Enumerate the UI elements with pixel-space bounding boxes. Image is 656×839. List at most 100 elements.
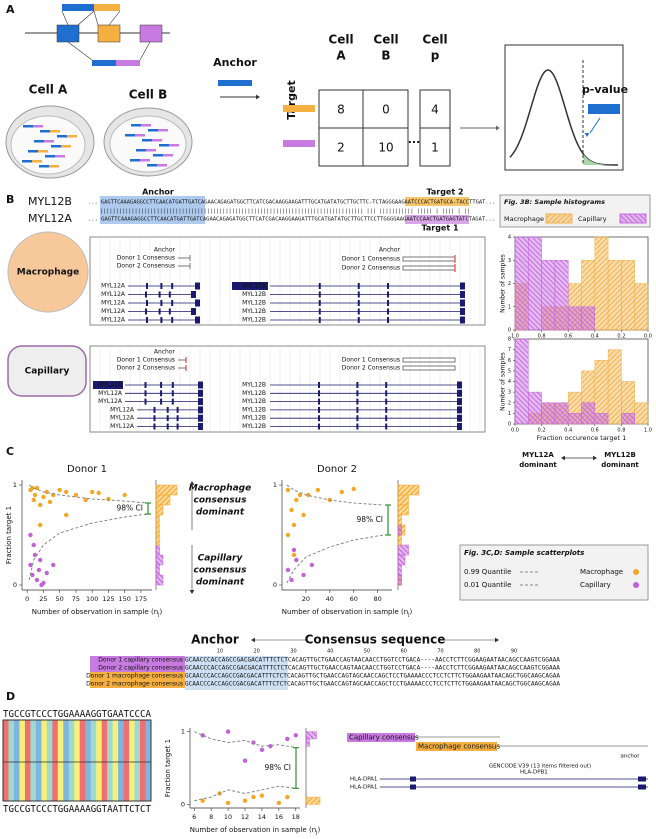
exon xyxy=(160,317,163,323)
column-header: Cell xyxy=(422,33,447,47)
cell-label: Cell A xyxy=(29,83,68,97)
consensus-label: Macrophage consensus xyxy=(418,743,500,751)
position-tick: 30 xyxy=(290,649,296,655)
exon xyxy=(318,390,320,397)
base-stripe xyxy=(145,720,152,801)
x-axis-label-subscript: j xyxy=(157,612,159,618)
track-label: Anchor xyxy=(154,247,176,254)
x-tick-label: 14 xyxy=(258,813,266,821)
histogram-bar xyxy=(514,236,529,331)
row-label: Donor 1 macrophage consensus xyxy=(86,673,183,680)
gene-label: MYL12A xyxy=(101,283,126,290)
base-stripe xyxy=(101,720,108,801)
panel-label: A xyxy=(6,3,15,16)
read xyxy=(153,154,163,157)
y-tick-label: 0 xyxy=(181,800,185,808)
arrow-head xyxy=(251,637,255,643)
marginal-bar xyxy=(155,564,160,576)
marginal-bar xyxy=(155,524,160,536)
column-header: Cell xyxy=(328,33,353,47)
x-axis-label-subscript: j xyxy=(315,830,317,836)
track-label: Donor 1 Consensus xyxy=(117,357,175,364)
column-header: B xyxy=(381,49,390,63)
exon xyxy=(460,291,465,298)
gene-name: MYL12B xyxy=(28,195,72,208)
marginal-bar xyxy=(397,504,409,516)
gene-label: MYL12A xyxy=(98,390,123,397)
y-tick-label: 5 xyxy=(508,368,511,374)
sequence: ... GAGTTCAAAGAGGCCTTCAACATGATTGATCAGAAC… xyxy=(88,217,495,223)
scatter-point xyxy=(251,794,256,800)
gene-label: HLA-DPA1 xyxy=(350,785,377,791)
marginal-bar xyxy=(155,504,164,516)
track-label: Donor 2 Consensus xyxy=(342,365,400,372)
y-tick-label: 1 xyxy=(508,411,511,417)
chart-title: Donor 1 xyxy=(67,464,107,475)
arrow-head xyxy=(256,94,260,100)
panel-label: C xyxy=(6,445,14,458)
y-tick-label: 1 xyxy=(508,304,511,310)
exon xyxy=(357,308,360,315)
scatter-point xyxy=(41,494,46,500)
dominance-label: MYL12B xyxy=(604,451,636,459)
y-axis-label: Fraction target 1 xyxy=(5,506,13,564)
scatter-point xyxy=(285,567,291,573)
read xyxy=(67,135,77,138)
column-header: A xyxy=(336,49,346,63)
gene-label: MYL12A xyxy=(101,308,126,315)
target-label: Target 1 xyxy=(421,224,459,233)
gene-name: MYL12A xyxy=(28,212,72,225)
scatter-point xyxy=(315,487,321,493)
exon xyxy=(318,423,320,430)
exon xyxy=(171,390,174,397)
read xyxy=(131,124,141,127)
gene-label: MYL12B xyxy=(242,382,266,389)
gene-label: MYL12A xyxy=(101,317,126,324)
histogram-bar xyxy=(567,413,582,425)
scatter-point xyxy=(63,512,69,518)
exon xyxy=(144,382,147,388)
dominance-note: Macrophage xyxy=(189,484,251,494)
exon xyxy=(171,382,174,388)
y-tick-label: 1 xyxy=(13,481,17,489)
gene-highlight xyxy=(232,282,268,290)
count: 2 xyxy=(337,141,345,155)
read xyxy=(28,150,38,153)
consensus-label: Capillary consensus xyxy=(349,734,419,742)
anchor-highlight xyxy=(100,196,205,224)
consensus xyxy=(402,357,456,363)
gene-label: MYL12A xyxy=(110,423,135,430)
base-stripe xyxy=(30,720,37,801)
y-tick-label: 3 xyxy=(508,390,511,396)
exon xyxy=(171,398,174,405)
position-tick: 50 xyxy=(364,649,370,655)
exon xyxy=(385,398,388,405)
gene-label: MYL12B xyxy=(242,415,266,422)
x-tick-label: 50 xyxy=(56,595,64,603)
plot-frame xyxy=(504,44,624,171)
track-label: Donor 1 Consensus xyxy=(342,256,400,263)
scatter-point xyxy=(259,747,265,753)
base-stripe xyxy=(129,720,135,801)
y-axis-label: Number of samples xyxy=(500,254,507,313)
track-title: GENCODE V39 (13 items filtered out) xyxy=(489,764,591,770)
read xyxy=(163,154,173,157)
exon xyxy=(94,4,120,11)
scatter-point xyxy=(32,492,38,498)
histogram-bar xyxy=(594,236,609,331)
exon xyxy=(357,300,360,306)
position-tick: 40 xyxy=(327,649,333,655)
base-stripe xyxy=(35,720,42,801)
scatter-point xyxy=(36,567,42,573)
exon xyxy=(638,776,646,782)
legend-label: 0.01 Quantile xyxy=(464,581,511,589)
track-label: Donor 1 Consensus xyxy=(342,357,400,364)
scatter-point xyxy=(34,577,40,583)
base-stripe xyxy=(41,720,48,801)
dominance-note: consensus xyxy=(194,566,248,576)
marginal-bar xyxy=(397,524,402,536)
exon xyxy=(166,415,169,422)
scatter-point xyxy=(293,733,298,738)
exon xyxy=(356,390,359,397)
panel-label: B xyxy=(6,193,14,206)
